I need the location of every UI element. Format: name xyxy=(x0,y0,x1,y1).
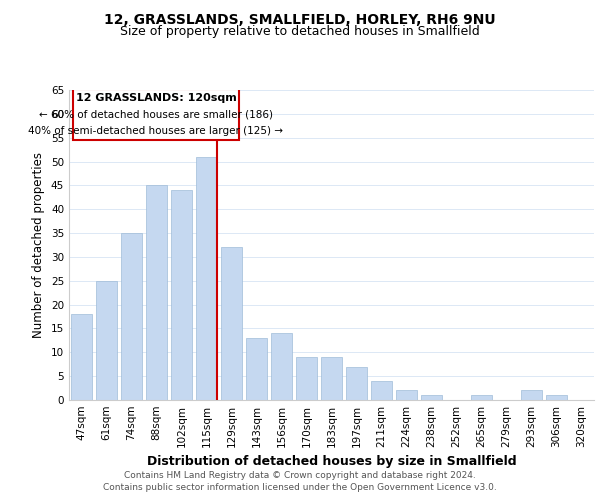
Text: Contains public sector information licensed under the Open Government Licence v3: Contains public sector information licen… xyxy=(103,484,497,492)
Text: 12 GRASSLANDS: 120sqm: 12 GRASSLANDS: 120sqm xyxy=(76,93,236,103)
Bar xyxy=(96,281,117,400)
Bar xyxy=(196,157,217,400)
Y-axis label: Number of detached properties: Number of detached properties xyxy=(32,152,46,338)
Bar xyxy=(171,190,192,400)
Bar xyxy=(546,395,567,400)
Text: ← 60% of detached houses are smaller (186): ← 60% of detached houses are smaller (18… xyxy=(39,110,273,120)
Bar xyxy=(296,357,317,400)
Text: 12, GRASSLANDS, SMALLFIELD, HORLEY, RH6 9NU: 12, GRASSLANDS, SMALLFIELD, HORLEY, RH6 … xyxy=(104,12,496,26)
Bar xyxy=(71,314,92,400)
Text: Contains HM Land Registry data © Crown copyright and database right 2024.: Contains HM Land Registry data © Crown c… xyxy=(124,471,476,480)
Bar xyxy=(371,381,392,400)
Bar xyxy=(346,366,367,400)
FancyBboxPatch shape xyxy=(73,89,239,140)
Bar xyxy=(121,233,142,400)
Bar xyxy=(271,333,292,400)
X-axis label: Distribution of detached houses by size in Smallfield: Distribution of detached houses by size … xyxy=(146,456,517,468)
Bar xyxy=(221,248,242,400)
Bar xyxy=(471,395,492,400)
Bar xyxy=(521,390,542,400)
Text: 40% of semi-detached houses are larger (125) →: 40% of semi-detached houses are larger (… xyxy=(28,126,283,136)
Bar xyxy=(246,338,267,400)
Bar xyxy=(146,186,167,400)
Bar xyxy=(321,357,342,400)
Text: Size of property relative to detached houses in Smallfield: Size of property relative to detached ho… xyxy=(120,25,480,38)
Bar xyxy=(396,390,417,400)
Bar xyxy=(421,395,442,400)
